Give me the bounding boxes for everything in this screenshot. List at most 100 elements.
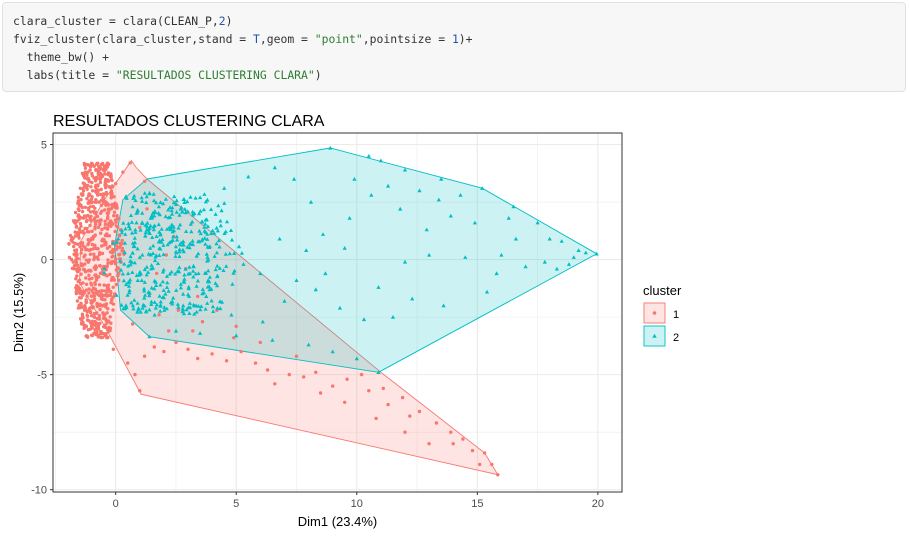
- cluster-1-point: [95, 316, 100, 321]
- cluster-1-point: [93, 233, 98, 237]
- cluster-2-point: [163, 197, 168, 201]
- cluster-2-point: [147, 334, 152, 339]
- cluster-1-point: [90, 180, 94, 185]
- cluster-2-point: [172, 194, 177, 199]
- cluster-2-point: [158, 246, 163, 251]
- cluster-2-point: [231, 271, 236, 275]
- cluster-2-point: [361, 317, 367, 322]
- code-token: labs(title =: [13, 68, 116, 82]
- cluster-2-point: [229, 237, 235, 242]
- cluster-1-point: [496, 473, 500, 477]
- cluster-1-point: [94, 162, 99, 166]
- cluster-2-point: [203, 271, 209, 275]
- cluster-2-point: [140, 210, 145, 215]
- cluster-2-point: [198, 307, 203, 312]
- cluster-1-point: [83, 205, 88, 209]
- cluster-2-point: [217, 266, 222, 270]
- cluster-1-point: [79, 241, 83, 246]
- cluster-2-point: [191, 269, 196, 273]
- cluster-2-point: [110, 241, 115, 245]
- cluster-2-point: [178, 222, 183, 227]
- cluster-1-point: [76, 195, 81, 199]
- cluster-2-point: [127, 288, 132, 292]
- cluster-2-point: [120, 271, 125, 276]
- cluster-2-point: [182, 207, 187, 211]
- cluster-2-point: [157, 294, 162, 298]
- cluster-1-point: [84, 226, 89, 231]
- cluster-2-point: [133, 230, 138, 234]
- cluster-2-point: [542, 259, 547, 264]
- cluster-2-point: [130, 204, 135, 209]
- cluster-1-point: [120, 249, 124, 253]
- cluster-1-point: [117, 245, 122, 249]
- cluster-1-point: [84, 258, 89, 262]
- cluster-1-point: [110, 222, 114, 226]
- cluster-2-point: [182, 272, 187, 277]
- cluster-2-point: [228, 228, 234, 232]
- cluster-2-point: [185, 199, 190, 204]
- cluster-2-point: [162, 308, 167, 312]
- cluster-2-point: [169, 227, 174, 232]
- code-token: 1: [451, 32, 459, 46]
- cluster-1-point: [449, 430, 453, 434]
- cluster-1-point: [87, 241, 91, 245]
- cluster-1-point: [103, 208, 107, 212]
- cluster-1-point: [89, 185, 93, 189]
- cluster-1-point: [239, 349, 243, 354]
- cluster-2-point: [182, 277, 187, 281]
- cluster-1-point: [103, 334, 108, 338]
- cluster-2-point: [160, 279, 165, 284]
- cluster-2-point: [205, 284, 210, 289]
- cluster-2-point: [139, 195, 144, 200]
- cluster-2-point: [203, 221, 208, 226]
- cluster-2-point: [102, 266, 107, 271]
- cluster-2-point: [583, 250, 588, 255]
- cluster-1-point: [98, 192, 103, 197]
- cluster-2-point: [441, 303, 446, 308]
- cluster-1-point: [79, 251, 83, 255]
- cluster-1-point: [89, 333, 94, 337]
- cluster-1-point: [90, 326, 95, 330]
- cluster-2-point: [147, 290, 152, 295]
- cluster-2-point: [144, 200, 149, 204]
- cluster-1-point: [126, 361, 130, 365]
- cluster-2-point: [304, 248, 309, 252]
- cluster-2-point: [171, 295, 176, 300]
- cluster-1-point: [117, 271, 121, 275]
- cluster-1-point: [81, 305, 85, 309]
- cluster-1-point: [98, 222, 102, 227]
- cluster-1-point: [81, 193, 85, 197]
- cluster-1-point: [417, 409, 422, 414]
- cluster-2-point: [203, 306, 208, 311]
- cluster-1-point: [142, 354, 147, 358]
- cluster-1-point: [102, 303, 106, 307]
- cluster-2-point: [390, 315, 396, 319]
- cluster-1-point: [95, 302, 99, 307]
- cluster-2-point: [140, 306, 145, 310]
- cluster-2-point: [559, 239, 564, 243]
- cluster-2-point: [191, 274, 196, 279]
- cluster-2-point: [217, 299, 223, 304]
- cluster-2-point: [241, 262, 246, 266]
- cluster-1-point: [86, 335, 90, 339]
- cluster-1-point: [89, 299, 94, 303]
- cluster-1-point: [78, 245, 82, 249]
- cluster-2-point: [146, 227, 151, 231]
- cluster-1-point: [138, 389, 142, 393]
- cluster-2-point: [224, 219, 230, 224]
- cluster-2-point: [132, 244, 137, 249]
- cluster-1-point: [167, 329, 171, 333]
- cluster-1-point: [84, 185, 89, 189]
- cluster-2-point: [227, 251, 232, 256]
- cluster-1-point: [80, 247, 84, 252]
- cluster-1-point: [83, 253, 87, 257]
- cluster-2-point: [366, 153, 371, 158]
- cluster-2-point: [222, 201, 227, 205]
- cluster-2-point: [378, 158, 383, 163]
- cluster-1-point: [87, 230, 91, 234]
- cluster-2-point: [200, 291, 205, 296]
- cluster-2-point: [181, 278, 186, 283]
- cluster-2-point: [200, 237, 205, 241]
- cluster-1-point: [89, 161, 94, 165]
